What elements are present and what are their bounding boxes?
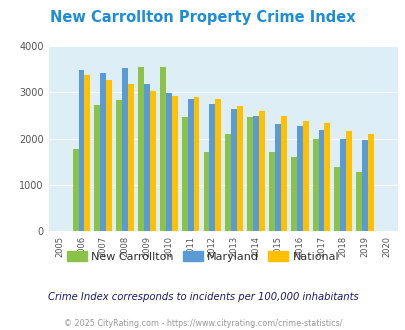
- Bar: [165, 93, 171, 231]
- Bar: [345, 131, 351, 231]
- Bar: [269, 151, 274, 231]
- Bar: [231, 110, 237, 231]
- Bar: [258, 111, 264, 231]
- Bar: [312, 139, 318, 231]
- Bar: [193, 97, 199, 231]
- Legend: New Carrollton, Maryland, National: New Carrollton, Maryland, National: [62, 247, 343, 267]
- Bar: [361, 141, 367, 231]
- Bar: [122, 68, 128, 231]
- Bar: [144, 84, 149, 231]
- Bar: [187, 99, 193, 231]
- Bar: [181, 117, 187, 231]
- Bar: [252, 116, 258, 231]
- Bar: [203, 152, 209, 231]
- Bar: [209, 104, 215, 231]
- Bar: [94, 105, 100, 231]
- Bar: [318, 130, 324, 231]
- Bar: [106, 80, 112, 231]
- Text: Crime Index corresponds to incidents per 100,000 inhabitants: Crime Index corresponds to incidents per…: [47, 292, 358, 302]
- Bar: [100, 73, 106, 231]
- Bar: [215, 99, 221, 231]
- Bar: [128, 83, 134, 231]
- Bar: [225, 134, 231, 231]
- Bar: [302, 120, 308, 231]
- Bar: [116, 100, 122, 231]
- Bar: [171, 96, 177, 231]
- Bar: [72, 149, 78, 231]
- Bar: [339, 139, 345, 231]
- Bar: [324, 123, 330, 231]
- Bar: [160, 67, 165, 231]
- Bar: [149, 91, 156, 231]
- Bar: [78, 70, 84, 231]
- Bar: [356, 172, 361, 231]
- Text: © 2025 CityRating.com - https://www.cityrating.com/crime-statistics/: © 2025 CityRating.com - https://www.city…: [64, 319, 341, 328]
- Bar: [367, 134, 373, 231]
- Bar: [237, 106, 243, 231]
- Bar: [247, 117, 252, 231]
- Bar: [84, 75, 90, 231]
- Bar: [296, 126, 302, 231]
- Text: New Carrollton Property Crime Index: New Carrollton Property Crime Index: [50, 10, 355, 25]
- Bar: [138, 67, 144, 231]
- Bar: [334, 167, 339, 231]
- Bar: [274, 124, 280, 231]
- Bar: [290, 157, 296, 231]
- Bar: [280, 116, 286, 231]
